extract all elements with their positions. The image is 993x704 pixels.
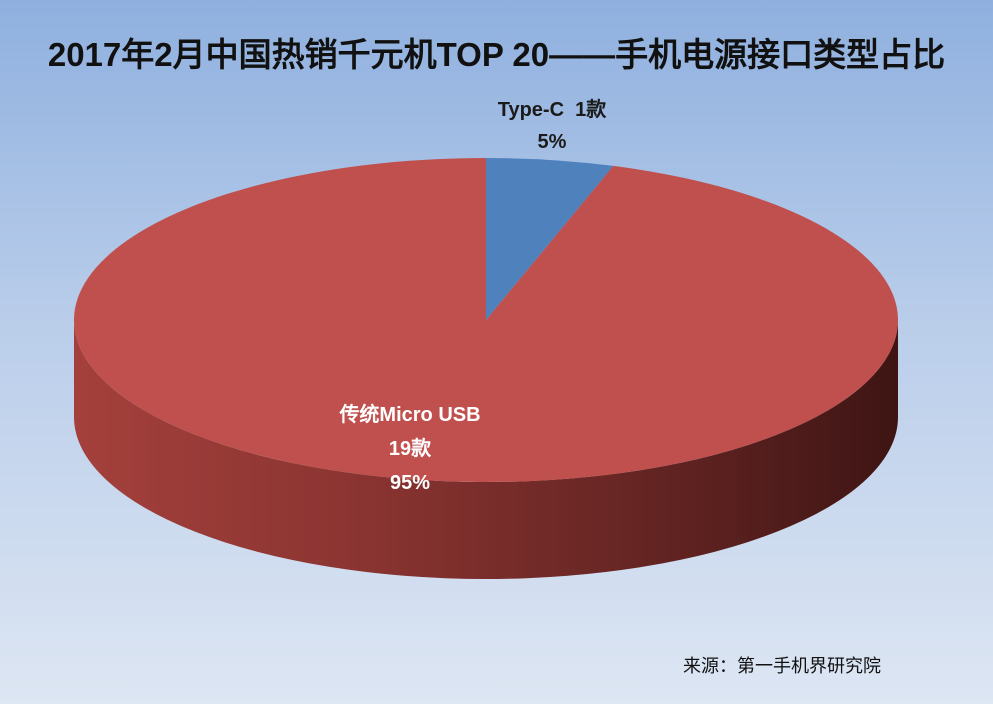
slice-label-micro-usb-percent: 95% — [389, 472, 431, 494]
slice-label-type-c-percent: 5% — [537, 131, 567, 153]
pie-slice-micro-usb — [73, 158, 898, 483]
pie-side-wall — [74, 320, 898, 579]
slice-label-micro-usb-name: 传统Micro USB — [339, 404, 481, 426]
slice-label-type-c: Type-C 1款 5% — [462, 94, 642, 158]
pie-slice-type-c — [486, 158, 614, 320]
source-note: 来源：第一手机界研究院 — [683, 656, 881, 676]
slice-label-type-c-name: Type-C 1款 — [497, 99, 607, 121]
slice-label-micro-usb: 传统Micro USB 19款 95% — [300, 398, 520, 500]
pie-side-wall-surface — [74, 320, 898, 579]
slice-label-micro-usb-count: 19款 — [388, 438, 432, 460]
chart-title: 2017年2月中国热销千元机TOP 20——手机电源接口类型占比 — [47, 36, 946, 73]
pie-top-face — [73, 158, 898, 483]
